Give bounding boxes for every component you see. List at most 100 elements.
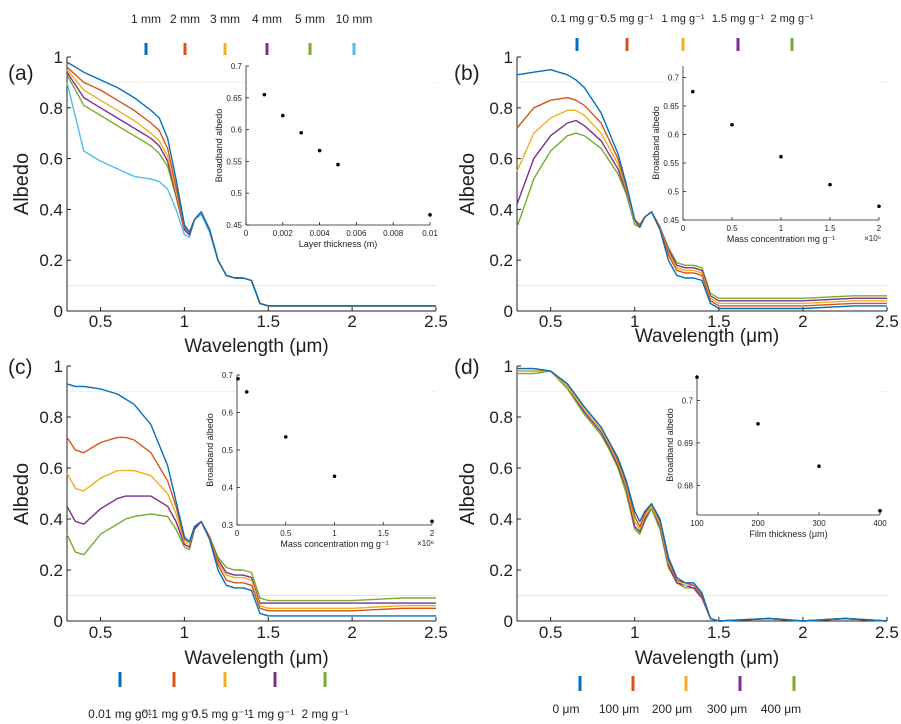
y-axis-label: Albedo xyxy=(457,153,479,215)
inset-y-tick-label: 0.45 xyxy=(663,216,679,225)
legend-label: 200 μm xyxy=(652,702,692,716)
inset-x-tick-label: 2 xyxy=(430,529,435,538)
legend: 0.1 mg g⁻¹0.5 mg g⁻¹ 1 mg g⁻¹ 1.5 mg g⁻¹ 2 … xyxy=(551,13,814,51)
y-axis-label: Albedo xyxy=(457,463,479,525)
inset-data-point xyxy=(262,92,267,97)
legend-label: 100 μm xyxy=(599,702,639,716)
inset-data-point xyxy=(236,376,240,381)
x-tick-label: 2.5 xyxy=(424,312,448,331)
panel-label: (d) xyxy=(454,356,480,379)
y-tick-label: 0.6 xyxy=(39,459,63,478)
panel-c: (c) 0 0.2 0.4 0.6 0.8 1 0.5 1 1.5 2 2.5 Wavelength (… xyxy=(8,356,448,721)
y-tick-label: 0.4 xyxy=(489,200,513,219)
inset-y-tick-label: 0.68 xyxy=(677,481,693,490)
x-tick-label: 1 xyxy=(180,623,189,642)
y-tick-label: 0.2 xyxy=(489,561,513,580)
y-tick-label: 1 xyxy=(504,48,513,67)
x-axis-label: Wavelength (μm) xyxy=(635,326,779,347)
legend: 0.01 mg g⁻¹0.1 mg g⁻¹0.5 mg g⁻¹1 mg g⁻¹ 2… xyxy=(88,672,349,721)
inset-y-tick-label: 0.7 xyxy=(222,371,234,380)
x-tick-label: 0.5 xyxy=(89,312,113,331)
y-tick-label: 0 xyxy=(54,302,63,321)
series-line xyxy=(66,495,436,604)
inset-data-point xyxy=(299,130,304,135)
inset-y-label: Broadband albedo xyxy=(665,408,675,482)
inset-y-tick-label: 0.6 xyxy=(668,130,680,139)
inset-data-point xyxy=(695,375,699,379)
inset-data-point xyxy=(691,89,695,94)
inset-y-label: Broadband albedo xyxy=(205,413,215,487)
inset-background xyxy=(697,375,880,515)
panel-label: (c) xyxy=(8,356,33,379)
inset-x-label: Layer thickness (m) xyxy=(299,239,378,249)
series-line xyxy=(66,61,436,307)
x-axis-label: Wavelength (μm) xyxy=(184,648,328,669)
inset-x-tick-label: 1 xyxy=(779,224,784,233)
inset-data-point xyxy=(317,148,322,153)
y-tick-label: 1 xyxy=(54,357,63,376)
inset-y-tick-label: 0.5 xyxy=(231,189,243,198)
inset-x-tick-label: 0.5 xyxy=(280,529,292,538)
inset-x-tick-label: 1 xyxy=(332,529,337,538)
inset-data-point xyxy=(332,474,337,479)
inset-x-tick-label: 0 xyxy=(244,229,249,238)
inset-x-tick-label: 0.004 xyxy=(310,229,331,238)
inset-data-point xyxy=(244,390,249,394)
legend-label: 0 μm xyxy=(553,702,580,716)
inset-data-point xyxy=(281,113,285,118)
y-tick-label: 0.6 xyxy=(489,459,513,478)
inset-y-tick-label: 0.6 xyxy=(231,126,243,135)
x-tick-label: 1 xyxy=(630,312,639,331)
panel-label: (b) xyxy=(454,62,480,85)
inset-x-tick-label: 0.5 xyxy=(726,224,738,233)
inset-background xyxy=(683,66,879,220)
inset-y-tick-label: 0.55 xyxy=(663,159,679,168)
inset-data-point xyxy=(283,435,288,439)
inset-x-label: Mass concentration mg g⁻¹ xyxy=(727,234,835,244)
inset-x-tick-label: 0.008 xyxy=(383,229,404,238)
y-tick-label: 0.2 xyxy=(39,251,63,270)
x-tick-label: 2 xyxy=(798,623,807,642)
y-tick-label: 0.4 xyxy=(39,200,63,219)
y-tick-label: 1 xyxy=(54,48,63,67)
inset-y-tick-label: 0.3 xyxy=(222,521,234,530)
series-line xyxy=(517,367,888,622)
legend-label: 0.5 mg g⁻¹ xyxy=(601,13,654,25)
x-tick-label: 2.5 xyxy=(875,312,899,331)
inset-plot: 0.45 0.5 0.55 0.6 0.65 0.7 0 0.002 0.004 0.006 0.0… xyxy=(214,62,438,249)
series-line xyxy=(516,68,887,310)
y-tick-label: 0.8 xyxy=(39,408,63,427)
legend-label: 0.5 mg g⁻¹ xyxy=(191,707,248,721)
y-tick-label: 0.6 xyxy=(489,150,513,169)
panel-a: (a) 0 0.2 0.4 0.6 0.8 1 0.5 1 1.5 2 2.5 Wavelength (… xyxy=(8,12,448,357)
y-tick-label: 0 xyxy=(54,612,63,631)
panel-b: (b) 0 0.2 0.4 0.6 0.8 1 0.5 1 1.5 2 2.5 Wavelength (… xyxy=(454,13,899,347)
x-tick-label: 2.5 xyxy=(424,623,448,642)
x-tick-label: 1 xyxy=(180,312,189,331)
x-tick-label: 0.5 xyxy=(539,623,563,642)
legend-label: 4 mm xyxy=(252,12,282,26)
inset-background xyxy=(237,375,432,525)
inset-x-tick-label: 400 xyxy=(873,519,887,528)
inset-x-tick-label: 0.006 xyxy=(346,229,367,238)
inset-data-point xyxy=(817,464,821,469)
inset-y-tick-label: 0.5 xyxy=(222,446,234,455)
legend-label: 3 mm xyxy=(210,12,240,26)
legend-label: 0.1 mg g⁻¹ xyxy=(551,13,604,25)
inset-x-tick-label: 100 xyxy=(690,519,704,528)
y-tick-label: 0.4 xyxy=(489,510,513,529)
y-tick-label: 0.2 xyxy=(489,251,513,270)
inset-x-tick-label: 1.5 xyxy=(378,529,390,538)
x-axis-label: Wavelength (μm) xyxy=(635,648,779,669)
inset-data-point xyxy=(756,421,760,426)
inset-plot: 0.3 0.4 0.5 0.6 0.7 0 0.5 1 1.5 2 Mass concentrati… xyxy=(205,371,435,549)
inset-y-tick-label: 0.6 xyxy=(222,409,234,418)
inset-y-tick-label: 0.45 xyxy=(226,221,242,230)
x-tick-label: 0.5 xyxy=(89,623,113,642)
x-tick-label: 2.5 xyxy=(875,623,899,642)
x-tick-label: 1.5 xyxy=(256,623,280,642)
y-tick-label: 0.8 xyxy=(489,408,513,427)
panel-label: (a) xyxy=(8,62,34,85)
inset-exponent-label: ×10⁶ xyxy=(864,234,881,243)
